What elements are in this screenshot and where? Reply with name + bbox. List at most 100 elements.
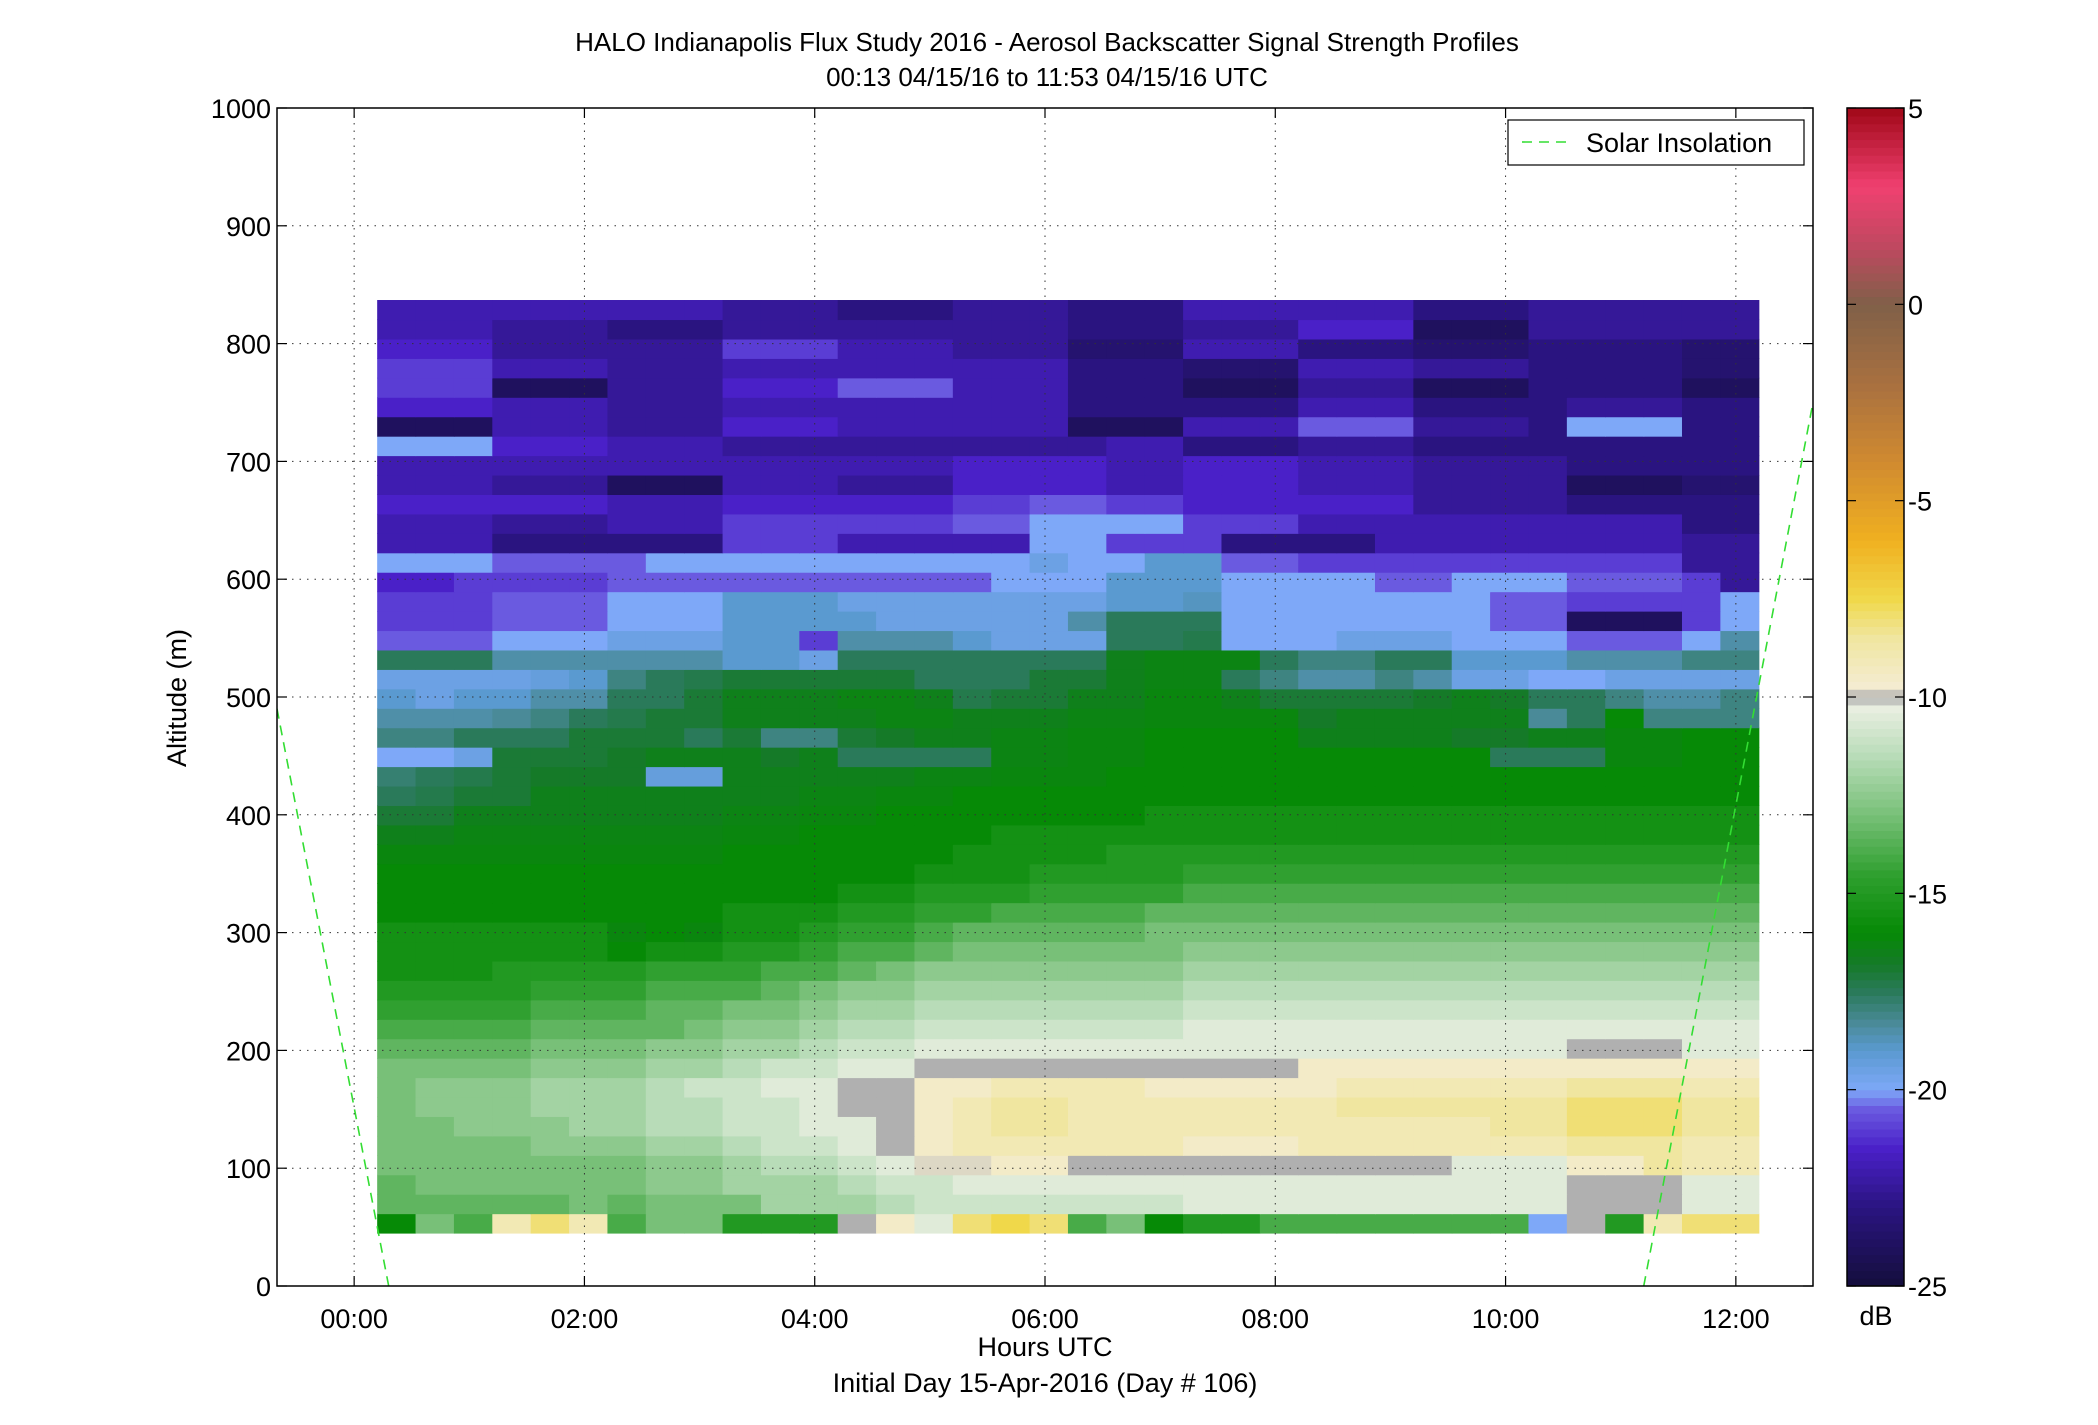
heatmap-cell: [952, 630, 992, 651]
heatmap-cell: [876, 960, 916, 981]
heatmap-cell: [1259, 436, 1299, 457]
heatmap-cell: [1490, 474, 1530, 495]
heatmap-cell: [1067, 1096, 1107, 1117]
heatmap-cell: [1029, 1058, 1069, 1079]
colorbar-band: [1847, 704, 1904, 714]
heatmap-cell: [1490, 358, 1530, 379]
colorbar-band: [1847, 210, 1904, 219]
heatmap-cell: [914, 844, 954, 865]
heatmap-cell: [1144, 1116, 1184, 1137]
heatmap-cell: [952, 1174, 992, 1195]
heatmap-cell: [453, 922, 493, 943]
heatmap-cell: [530, 1213, 570, 1234]
heatmap-cell: [837, 1038, 877, 1059]
heatmap-cell: [1643, 591, 1683, 612]
heatmap-cell: [837, 863, 877, 884]
heatmap-cell: [684, 591, 724, 612]
heatmap-cell: [453, 785, 493, 806]
heatmap-cell: [1106, 1155, 1146, 1176]
heatmap-cell: [1183, 338, 1223, 359]
heatmap-cell: [1528, 1174, 1568, 1195]
heatmap-cell: [1336, 513, 1376, 534]
heatmap-cell: [1221, 533, 1261, 554]
heatmap-cell: [645, 513, 685, 534]
chart-subtitle: 00:13 04/15/16 to 11:53 04/15/16 UTC: [826, 62, 1268, 92]
heatmap-cell: [1605, 1135, 1645, 1156]
heatmap-cell: [1720, 1174, 1760, 1195]
heatmap-cell: [760, 436, 800, 457]
heatmap-cell: [607, 552, 647, 573]
heatmap-cell: [415, 883, 455, 904]
heatmap-cell: [1221, 727, 1261, 748]
heatmap-cell: [991, 572, 1031, 593]
heatmap-cell: [760, 1058, 800, 1079]
heatmap-cell: [1259, 552, 1299, 573]
heatmap-cell: [1720, 591, 1760, 612]
heatmap-cell: [1451, 980, 1491, 1001]
heatmap-cell: [760, 805, 800, 826]
heatmap-cell: [1566, 611, 1606, 632]
heatmap-cell: [1451, 377, 1491, 398]
heatmap-cell: [991, 688, 1031, 709]
heatmap-cell: [1067, 1174, 1107, 1195]
heatmap-cell: [684, 669, 724, 690]
heatmap-cell: [1144, 416, 1184, 437]
heatmap-cell: [1490, 455, 1530, 476]
heatmap-cell: [1183, 922, 1223, 943]
colorbar-band: [1847, 469, 1904, 478]
heatmap-cell: [837, 1135, 877, 1156]
heatmap-cell: [530, 960, 570, 981]
heatmap-cell: [837, 1019, 877, 1040]
heatmap-cell: [453, 1019, 493, 1040]
heatmap-cell: [991, 611, 1031, 632]
heatmap-cell: [876, 727, 916, 748]
heatmap-cell: [1259, 513, 1299, 534]
heatmap-cell: [1605, 1155, 1645, 1176]
heatmap-cell: [1374, 513, 1414, 534]
heatmap-cell: [1374, 1096, 1414, 1117]
heatmap-cell: [1144, 397, 1184, 418]
heatmap-cell: [760, 552, 800, 573]
heatmap-cell: [530, 649, 570, 670]
heatmap-cell: [1144, 805, 1184, 826]
heatmap-cell: [1643, 397, 1683, 418]
heatmap-cell: [415, 455, 455, 476]
heatmap-cell: [722, 630, 762, 651]
heatmap-cell: [492, 824, 532, 845]
heatmap-cell: [914, 338, 954, 359]
heatmap-cell: [1029, 494, 1069, 515]
heatmap-cell: [1605, 960, 1645, 981]
heatmap-cell: [1451, 436, 1491, 457]
legend: Solar Insolation: [1507, 119, 1805, 166]
y-tick-label: 1000: [211, 94, 271, 124]
colorbar-tick-label: -20: [1908, 1076, 1947, 1106]
heatmap-cell: [607, 1174, 647, 1195]
heatmap-cell: [1183, 533, 1223, 554]
heatmap-cell: [530, 319, 570, 340]
heatmap-cell: [722, 358, 762, 379]
colorbar-tick-label: 0: [1908, 290, 1923, 320]
heatmap-cell: [684, 747, 724, 768]
heatmap-cell: [1298, 436, 1338, 457]
heatmap-cell: [1605, 1038, 1645, 1059]
heatmap-cell: [1643, 1019, 1683, 1040]
heatmap-cell: [1029, 455, 1069, 476]
heatmap-cell: [1413, 747, 1453, 768]
heatmap-cell: [569, 1077, 609, 1098]
heatmap-cell: [684, 1155, 724, 1176]
heatmap-cell: [1643, 863, 1683, 884]
heatmap-cell: [1144, 844, 1184, 865]
heatmap-cell: [1221, 572, 1261, 593]
heatmap-cell: [415, 1058, 455, 1079]
heatmap-cell: [1605, 883, 1645, 904]
heatmap-cell: [1259, 980, 1299, 1001]
heatmap-cell: [914, 766, 954, 787]
heatmap-cell: [1259, 766, 1299, 787]
heatmap-cell: [952, 1019, 992, 1040]
heatmap-cell: [1413, 1174, 1453, 1195]
heatmap-cell: [722, 1194, 762, 1215]
heatmap-cell: [799, 747, 839, 768]
heatmap-cell: [684, 416, 724, 437]
heatmap-cell: [377, 319, 417, 340]
heatmap-cell: [492, 338, 532, 359]
